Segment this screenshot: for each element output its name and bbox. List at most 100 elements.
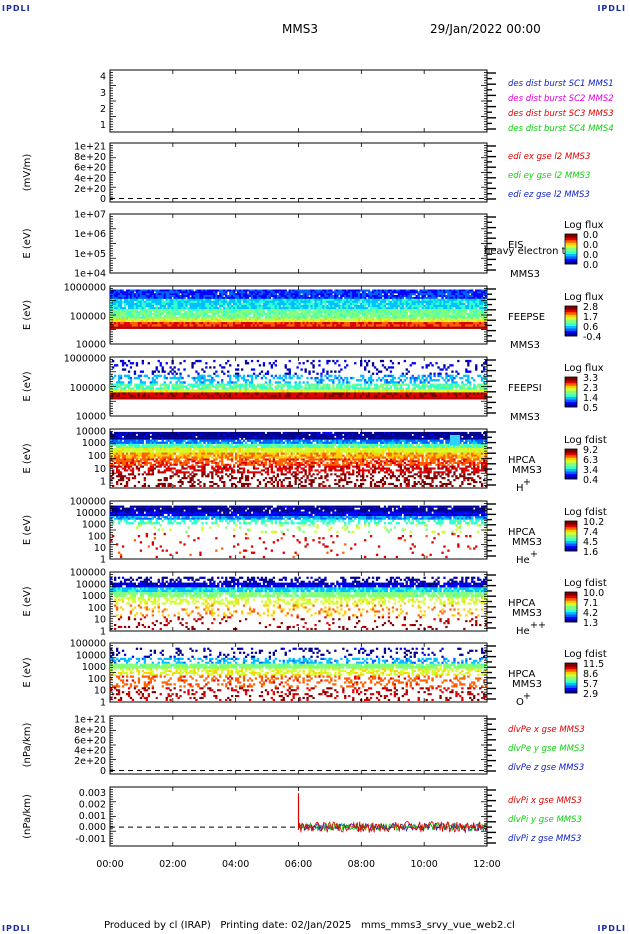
heatmap-cell xyxy=(431,305,434,308)
heatmap-cell xyxy=(270,289,273,292)
heatmap-cell xyxy=(421,312,424,315)
heatmap-cell xyxy=(173,324,176,327)
heatmap-cell xyxy=(276,383,279,386)
heatmap-cell xyxy=(379,316,383,319)
heatmap-cell xyxy=(121,368,125,371)
heatmap-cell xyxy=(461,376,464,380)
heatmap-cell xyxy=(479,291,482,294)
heatmap-cell xyxy=(483,322,486,325)
heatmap-cell xyxy=(149,389,152,393)
heatmap-cell xyxy=(366,302,369,306)
heatmap-cell xyxy=(284,298,287,302)
heatmap-cell xyxy=(364,379,367,382)
heatmap-cell xyxy=(169,389,172,393)
heatmap-cell xyxy=(135,376,139,380)
heatmap-cell xyxy=(135,362,139,365)
heatmap-cell xyxy=(334,316,337,319)
heatmap-cell xyxy=(258,289,262,292)
heatmap-cell xyxy=(469,300,472,304)
heatmap-cell xyxy=(119,324,123,327)
heatmap-cell xyxy=(393,307,396,310)
heatmap-cell xyxy=(364,295,367,298)
heatmap-cell xyxy=(268,322,271,325)
heatmap-cell xyxy=(223,318,226,321)
heatmap-cell xyxy=(352,322,355,325)
heatmap-cell xyxy=(467,314,470,317)
heatmap-cell xyxy=(338,383,341,386)
heatmap-cell xyxy=(209,302,212,306)
heatmap-cell xyxy=(258,322,262,325)
heatmap-cell xyxy=(328,383,331,386)
heatmap-cell xyxy=(326,309,329,312)
heatmap-cell xyxy=(149,320,152,323)
heatmap-cell xyxy=(209,379,212,382)
legend-entry: edi ez gse l2 MMS3 xyxy=(508,190,590,200)
heatmap-cell xyxy=(284,324,287,327)
heatmap-cell xyxy=(304,318,307,321)
heatmap-cell xyxy=(391,314,395,317)
heatmap-cell xyxy=(209,316,212,319)
heatmap-cell xyxy=(199,322,202,325)
heatmap-cell xyxy=(389,387,393,390)
heatmap-cell xyxy=(229,312,232,315)
heatmap-cell xyxy=(332,387,335,390)
heatmap-cell xyxy=(203,314,206,317)
heatmap-cell xyxy=(294,293,297,296)
heatmap-cell xyxy=(350,293,353,296)
heatmap-cell xyxy=(179,295,182,298)
heatmap-cell xyxy=(324,305,327,308)
heatmap-cell xyxy=(248,318,252,321)
heatmap-cell xyxy=(217,296,220,299)
heatmap-cell xyxy=(477,289,480,292)
heatmap-cell xyxy=(369,314,373,317)
heatmap-cell xyxy=(239,291,242,294)
heatmap-cell xyxy=(235,387,238,390)
heatmap-cell xyxy=(451,298,454,302)
heatmap-cell xyxy=(393,324,396,327)
heatmap-cell xyxy=(141,322,144,325)
heatmap-cell xyxy=(276,385,279,388)
heatmap-cell xyxy=(282,324,285,327)
heatmap-cell xyxy=(415,324,418,327)
heatmap-cell xyxy=(338,291,341,294)
heatmap-cell xyxy=(310,316,313,319)
heatmap-cell xyxy=(213,314,216,317)
heatmap-cell xyxy=(250,385,254,388)
heatmap-cell xyxy=(469,381,472,384)
heatmap-cell xyxy=(308,293,311,296)
heatmap-cell xyxy=(137,314,141,317)
heatmap-cell xyxy=(139,312,143,315)
heatmap-cell xyxy=(189,309,192,312)
heatmap-cell xyxy=(377,320,381,323)
heatmap-cell xyxy=(183,359,186,363)
heatmap-cell xyxy=(419,320,422,323)
heatmap-cell xyxy=(114,302,117,306)
heatmap-cell xyxy=(193,295,196,298)
heatmap-cell xyxy=(302,298,305,302)
heatmap-cell xyxy=(272,312,275,315)
heatmap-cell xyxy=(358,296,361,299)
heatmap-cell xyxy=(223,322,226,325)
heatmap-cell xyxy=(173,387,176,390)
heatmap-cell xyxy=(320,305,323,308)
heatmap-cell xyxy=(278,293,281,296)
heatmap-cell xyxy=(308,322,311,325)
heatmap-cell xyxy=(235,381,238,384)
heatmap-cell xyxy=(431,289,434,292)
heatmap-cell xyxy=(427,289,430,292)
heatmap-cell xyxy=(367,296,371,299)
heatmap-cell xyxy=(233,324,236,327)
heatmap-cell xyxy=(215,298,218,302)
heatmap-cell xyxy=(177,324,180,327)
heatmap-cell xyxy=(302,387,305,390)
heatmap-cell xyxy=(318,320,321,323)
heatmap-cell xyxy=(171,293,174,296)
heatmap-cell xyxy=(260,320,264,323)
heatmap-cell xyxy=(169,320,172,323)
heatmap-cell xyxy=(119,322,123,325)
heatmap-cell xyxy=(197,305,200,308)
heatmap-cell xyxy=(123,324,127,327)
heatmap-cell xyxy=(377,312,381,315)
heatmap-cell xyxy=(119,298,123,302)
heatmap-cell xyxy=(284,293,287,296)
